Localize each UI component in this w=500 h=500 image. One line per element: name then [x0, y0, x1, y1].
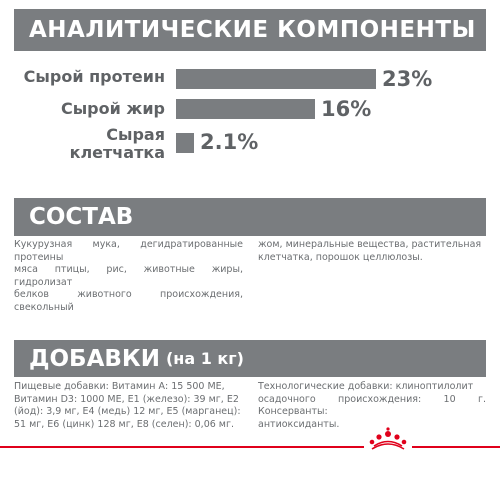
- fat-bar: [176, 99, 315, 119]
- additives-text-col2: Технологические добавки: клиноптилолит о…: [258, 381, 486, 431]
- composition-line: мяса птицы, рис, животные жиры, гидролиз…: [14, 264, 243, 288]
- fat-value: 16%: [321, 97, 372, 121]
- additives-subtitle: (на 1 кг): [165, 349, 244, 368]
- composition-line: жом, минеральные вещества, растительная: [258, 239, 482, 250]
- composition-title-banner: СОСТАВ: [14, 198, 486, 236]
- composition-text-col1: Кукурузная мука, дегидратированные проте…: [14, 239, 243, 314]
- protein-value: 23%: [382, 67, 433, 91]
- additives-line: Витамин D3: 1000 МЕ, Е1 (железо): 39 мг,…: [14, 393, 239, 405]
- fiber-bar: [176, 133, 194, 153]
- additives-title-banner: ДОБАВКИ (на 1 кг): [14, 340, 486, 377]
- additives-line: осадочного происхождения: 10 г. Консерва…: [258, 393, 486, 418]
- additives-line: Технологические добавки: клиноптилолит: [258, 381, 474, 392]
- composition-text-col2: жом, минеральные вещества, растительная …: [258, 239, 486, 264]
- crown-icon: [369, 427, 407, 450]
- footer-red-line-left: [0, 446, 364, 448]
- fiber-label-line1: Сырая: [106, 125, 165, 144]
- protein-label: Сырой протеин: [23, 67, 165, 86]
- fat-label: Сырой жир: [60, 99, 165, 118]
- composition-line: белков животного происхождения, свекольн…: [14, 289, 243, 313]
- additives-text-col1: Пищевые добавки: Витамин А: 15 500 МЕ, В…: [14, 381, 243, 431]
- analytic-title: АНАЛИТИЧЕСКИЕ КОМПОНЕНТЫ: [29, 17, 476, 43]
- fiber-label-line2: клетчатка: [69, 143, 165, 162]
- composition-line: Кукурузная мука, дегидратированные проте…: [14, 239, 243, 263]
- analytic-title-banner: АНАЛИТИЧЕСКИЕ КОМПОНЕНТЫ: [14, 9, 486, 51]
- fiber-value: 2.1%: [200, 130, 259, 154]
- composition-line: клетчатка, порошок целлюлозы.: [258, 251, 423, 263]
- additives-title: ДОБАВКИ: [29, 345, 160, 372]
- additives-line: Пищевые добавки: Витамин А: 15 500 МЕ,: [14, 381, 225, 392]
- additives-line: 51 мг, Е6 (цинк) 128 мг, Е8 (селен): 0,0…: [14, 418, 234, 430]
- composition-title: СОСТАВ: [29, 204, 134, 230]
- additives-line: антиоксиданты.: [258, 418, 340, 430]
- protein-bar: [176, 69, 376, 89]
- footer-red-line-right: [412, 446, 500, 448]
- additives-line: (йод): 3,9 мг, Е4 (медь) 12 мг, Е5 (марг…: [14, 406, 241, 417]
